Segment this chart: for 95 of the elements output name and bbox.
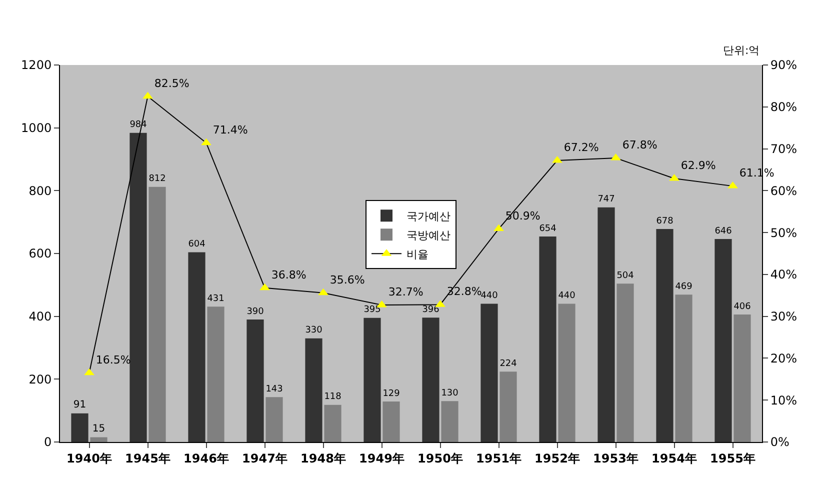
- legend-label: 국방예산: [406, 228, 450, 242]
- x-tick-label: 1946年: [184, 451, 229, 466]
- data-label: 678: [656, 216, 674, 226]
- data-label: 396: [422, 304, 440, 315]
- data-label: 67.2%: [564, 141, 599, 154]
- x-tick-label: 1955年: [710, 451, 756, 466]
- y2-tick-label: 30%: [770, 310, 798, 324]
- data-label: 224: [500, 358, 518, 369]
- data-label: 747: [598, 194, 615, 205]
- x-tick-label: 1945年: [125, 451, 170, 466]
- y2-tick-label: 80%: [770, 100, 798, 114]
- bar: [714, 239, 732, 442]
- legend-label: 국가예산: [406, 210, 450, 223]
- x-tick-label: 1947年: [242, 451, 288, 466]
- point: [201, 138, 212, 146]
- y2-tick-label: 90%: [770, 58, 798, 72]
- y2-tick-label: 70%: [770, 142, 798, 156]
- data-label: 71.4%: [212, 124, 248, 137]
- data-label: 67.8%: [622, 138, 658, 152]
- data-label: 32.7%: [388, 286, 424, 299]
- y-tick-label: 1200: [21, 58, 52, 72]
- y-tick-label: 1000: [21, 121, 52, 136]
- data-label: 440: [558, 291, 576, 302]
- data-label: 812: [148, 174, 166, 184]
- point: [84, 368, 94, 376]
- y-tick-label: 0: [44, 435, 52, 450]
- data-label: 118: [324, 392, 342, 402]
- bar: [441, 401, 458, 442]
- text: 단위:억: [723, 44, 760, 57]
- x-tick-label: 1951年: [476, 451, 522, 466]
- bar: [480, 304, 498, 442]
- point: [318, 288, 328, 296]
- data-label: 330: [305, 326, 323, 336]
- y-tick-label: 600: [28, 246, 52, 261]
- legend-label: 비율: [406, 248, 428, 261]
- point: [260, 283, 270, 290]
- bar: [188, 252, 206, 442]
- data-label: 62.9%: [680, 159, 716, 172]
- y2-tick-label: 0%: [770, 435, 790, 450]
- x-tick-label: 1954年: [652, 451, 697, 466]
- data-label: 390: [246, 306, 264, 317]
- y-tick-label: 200: [28, 372, 52, 386]
- bar: [305, 338, 322, 442]
- data-label: 431: [207, 294, 224, 304]
- data-label: 36.8%: [271, 268, 306, 282]
- x-tick-label: 1953年: [593, 451, 638, 466]
- data-label: 82.5%: [154, 77, 190, 90]
- y-tick-label: 800: [28, 184, 52, 198]
- bar: [422, 318, 440, 442]
- x-tick-label: 1948年: [300, 451, 346, 466]
- bar: [207, 306, 224, 442]
- point: [494, 224, 504, 232]
- bar: [675, 294, 692, 442]
- y2-tick-label: 40%: [770, 268, 798, 282]
- x-tick-label: 1949年: [359, 451, 404, 466]
- x-tick-label: 1940年: [66, 451, 112, 466]
- x-tick-label: 1952年: [534, 451, 580, 466]
- y2-tick-label: 50%: [770, 226, 798, 240]
- data-label: 469: [675, 282, 693, 292]
- bar: [500, 372, 517, 442]
- bar: [539, 236, 556, 442]
- data-label: 91: [73, 399, 86, 410]
- data-label: 406: [734, 302, 752, 312]
- data-label: 15: [92, 423, 106, 434]
- bar: [130, 132, 147, 442]
- x-tick-label: 1950年: [418, 451, 463, 466]
- bar: [246, 319, 264, 442]
- bar: [90, 437, 108, 442]
- bar: [558, 304, 576, 442]
- data-label: 395: [364, 305, 381, 316]
- y2-tick-label: 20%: [770, 351, 798, 366]
- data-label: 504: [616, 270, 634, 281]
- bar: [364, 318, 381, 442]
- bar: [734, 314, 751, 442]
- bar: [71, 413, 88, 442]
- bar: [598, 207, 615, 442]
- bar: [148, 186, 166, 442]
- bar: [382, 401, 400, 442]
- data-label: 130: [441, 388, 459, 398]
- y2-tick-label: 10%: [770, 393, 798, 408]
- y2-tick-label: 60%: [770, 184, 798, 198]
- bar: [656, 229, 674, 442]
- data-label: 646: [714, 226, 732, 236]
- data-label: 35.6%: [330, 274, 365, 287]
- bar: [266, 397, 283, 442]
- data-label: 129: [382, 388, 400, 399]
- bar: [616, 284, 634, 442]
- data-label: 143: [266, 384, 283, 394]
- data-label: 440: [480, 291, 498, 302]
- data-label: 654: [539, 224, 557, 234]
- point: [142, 92, 153, 99]
- point: [610, 153, 621, 160]
- bar: [324, 404, 342, 442]
- y-tick-label: 400: [28, 310, 52, 324]
- data-label: 604: [188, 240, 206, 250]
